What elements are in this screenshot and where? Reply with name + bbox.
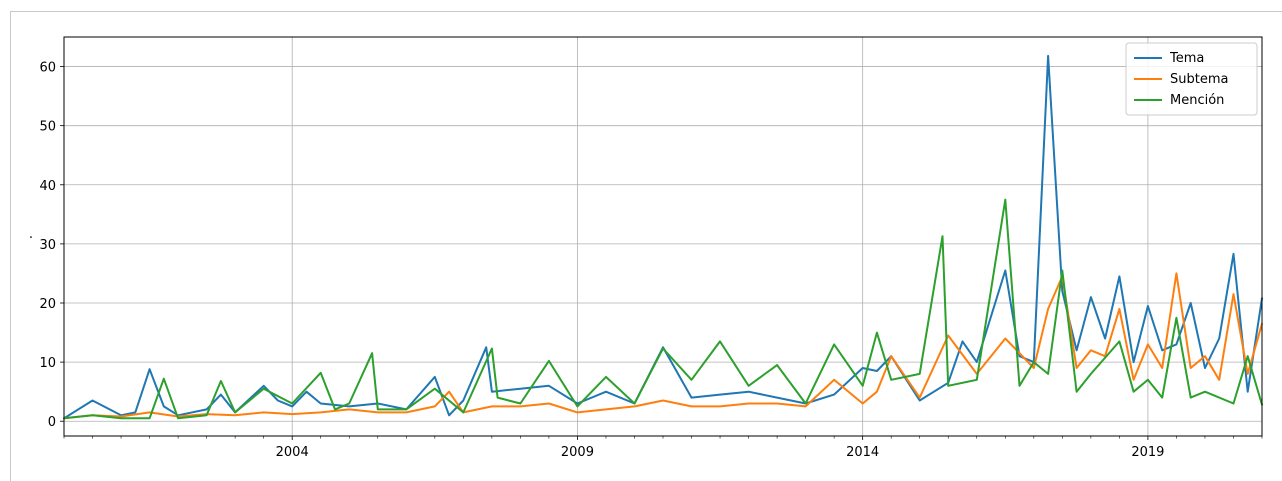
y-tick-label: 20 — [39, 297, 56, 312]
legend-box — [1125, 42, 1258, 116]
legend-label-subtema: Subtema — [1170, 72, 1228, 87]
legend: Tema Subtema Mención — [1125, 42, 1258, 116]
figure-frame-left — [10, 11, 11, 481]
y-axis-label: · — [29, 231, 33, 246]
plot-area-frame — [63, 36, 1263, 437]
series-lines — [63, 54, 1263, 420]
y-tick-label: 40 — [39, 179, 56, 194]
series-line-2 — [63, 198, 1263, 420]
axis-ticks: 0 10 20 30 40 50 60 2004 2009 2014 2019 — [39, 61, 1263, 460]
x-tick-label: 2004 — [276, 445, 309, 460]
y-tick-label: 60 — [39, 61, 56, 76]
series-line-1 — [63, 272, 1263, 420]
y-tick-label: 10 — [39, 356, 56, 371]
x-tick-label: 2014 — [846, 445, 879, 460]
y-tick-label: 0 — [48, 415, 56, 430]
legend-label-tema: Tema — [1169, 51, 1204, 66]
x-tick-label: 2009 — [561, 445, 594, 460]
legend-label-mencion: Mención — [1170, 93, 1224, 108]
y-tick-label: 30 — [39, 238, 56, 253]
series-line-0 — [63, 54, 1263, 420]
figure-frame-top — [10, 11, 1282, 12]
x-tick-label: 2019 — [1131, 445, 1164, 460]
grid-lines — [64, 37, 1262, 436]
y-tick-label: 50 — [39, 120, 56, 135]
